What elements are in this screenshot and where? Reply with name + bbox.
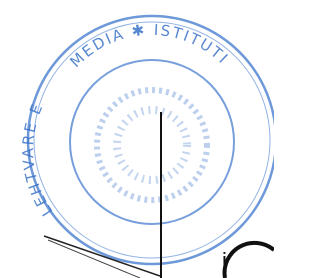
background (0, 0, 274, 278)
corner-letter: i (222, 248, 227, 273)
stamp-image: MEDIA ✱ ISTITUTI LEHTVARE E i (0, 0, 274, 278)
page: MEDIA ✱ ISTITUTI LEHTVARE E i (() => { c… (0, 0, 320, 278)
